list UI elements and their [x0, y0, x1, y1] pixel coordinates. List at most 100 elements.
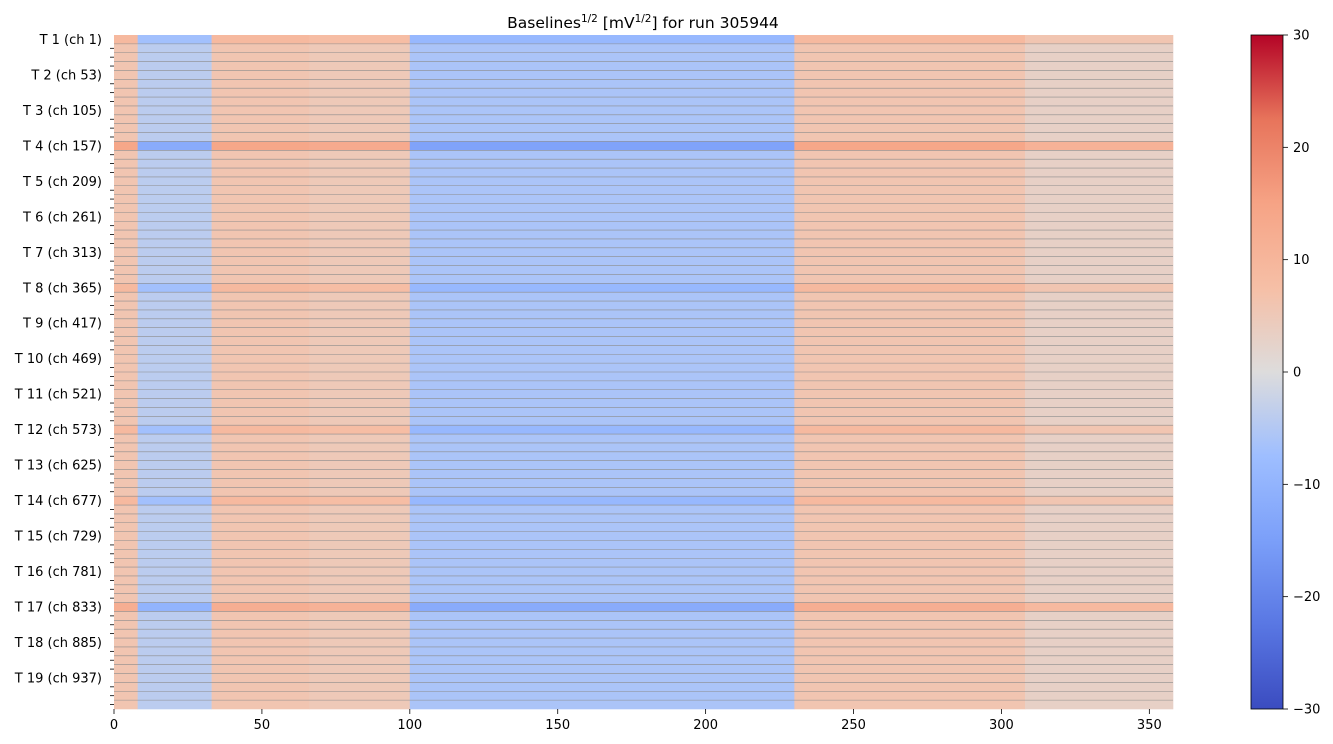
heatmap-cell [211, 522, 310, 532]
heatmap-cell [409, 549, 795, 559]
heatmap-cell [137, 114, 212, 124]
heatmap-cell [137, 682, 212, 692]
x-tick-label: 0 [110, 718, 118, 733]
heatmap-cell [794, 247, 1026, 258]
heatmap-cell [137, 105, 212, 116]
heatmap-cell [794, 575, 1026, 586]
heatmap-cell [794, 673, 1026, 683]
heatmap-cell [114, 159, 138, 169]
heatmap-cell [309, 460, 411, 470]
heatmap-cell [409, 203, 795, 213]
heatmap-cell [114, 442, 138, 453]
heatmap-cell [794, 602, 1026, 612]
heatmap-cell [137, 150, 212, 160]
heatmap-cell [137, 132, 212, 142]
heatmap-cell [409, 256, 795, 266]
heatmap-cell [137, 567, 212, 577]
heatmap-cell [211, 558, 310, 568]
heatmap-cell [211, 584, 310, 595]
heatmap-cell [1025, 43, 1174, 54]
heatmap-cell [409, 611, 795, 621]
heatmap-cell [1025, 629, 1174, 639]
heatmap-cell [1025, 97, 1174, 107]
heatmap-cell [211, 247, 310, 258]
heatmap-cell [211, 203, 310, 213]
heatmap-cell [114, 487, 138, 497]
heatmap-cell [309, 478, 411, 488]
heatmap-cell [794, 478, 1026, 488]
heatmap-cell [137, 168, 212, 178]
heatmap-cell [309, 105, 411, 116]
heatmap-cell [211, 611, 310, 621]
heatmap-cell [794, 629, 1026, 639]
heatmap-cell [794, 363, 1026, 373]
heatmap-cell [211, 274, 310, 284]
heatmap-cell [137, 380, 212, 391]
x-tick-label: 50 [254, 718, 271, 733]
heatmap-cell [794, 132, 1026, 142]
heatmap-cell [794, 97, 1026, 107]
heatmap-cell [309, 265, 411, 275]
heatmap-cell [114, 274, 138, 284]
heatmap-cell [794, 646, 1026, 657]
y-tick-label: T 4 (ch 157) [22, 139, 102, 154]
heatmap-cell [409, 664, 795, 674]
heatmap-cell [309, 274, 411, 284]
heatmap-cell [137, 620, 212, 630]
heatmap-cell [114, 203, 138, 213]
heatmap-cell [1025, 620, 1174, 630]
heatmap-cell [309, 593, 411, 603]
heatmap-cell [309, 256, 411, 266]
x-tick-label: 350 [1137, 718, 1162, 733]
y-tick-label: T 6 (ch 261) [22, 210, 102, 225]
heatmap-cell [309, 540, 411, 550]
heatmap-cell [114, 638, 138, 648]
heatmap-cell [114, 292, 138, 302]
heatmap-cell [114, 105, 138, 116]
heatmap-cell [794, 256, 1026, 266]
heatmap-cell [1025, 496, 1174, 506]
heatmap-cell [309, 451, 411, 461]
heatmap-cell [794, 265, 1026, 275]
heatmap-cell [1025, 105, 1174, 116]
heatmap-cell [211, 123, 310, 133]
heatmap-cell [114, 97, 138, 107]
heatmap-cell [114, 496, 138, 506]
heatmap-cell [309, 247, 411, 258]
heatmap-cell [794, 513, 1026, 524]
heatmap-cell [137, 247, 212, 258]
heatmap-cell [1025, 638, 1174, 648]
heatmap-cell [114, 531, 138, 541]
heatmap-cell [309, 35, 411, 45]
heatmap-cell [211, 309, 310, 320]
heatmap-cell [1025, 309, 1174, 320]
y-tick-label: T 15 (ch 729) [14, 530, 102, 545]
heatmap-cell [211, 700, 310, 710]
heatmap-cell [794, 700, 1026, 710]
heatmap-cell [1025, 88, 1174, 98]
heatmap-cell [211, 318, 310, 328]
colorbar-tick-label: −10 [1293, 478, 1320, 493]
heatmap-cell [1025, 194, 1174, 204]
heatmap-cell [114, 478, 138, 488]
heatmap-cell [1025, 575, 1174, 586]
heatmap-cell [309, 691, 411, 701]
heatmap-cell [1025, 70, 1174, 80]
heatmap-cell [1025, 185, 1174, 195]
heatmap-cell [211, 114, 310, 124]
heatmap-cell [114, 265, 138, 275]
heatmap-cell [409, 646, 795, 657]
heatmap-cell [409, 380, 795, 391]
heatmap-cell [794, 505, 1026, 515]
heatmap-cell [409, 442, 795, 453]
heatmap-cell [409, 416, 795, 426]
heatmap-cell [137, 558, 212, 568]
heatmap-cell [309, 425, 411, 435]
title-sup-1: 1/2 [581, 13, 598, 25]
heatmap-cell [409, 389, 795, 399]
heatmap-cell [211, 132, 310, 142]
heatmap-cell [114, 238, 138, 249]
heatmap-cell [409, 469, 795, 479]
y-tick-label: T 5 (ch 209) [22, 175, 102, 190]
